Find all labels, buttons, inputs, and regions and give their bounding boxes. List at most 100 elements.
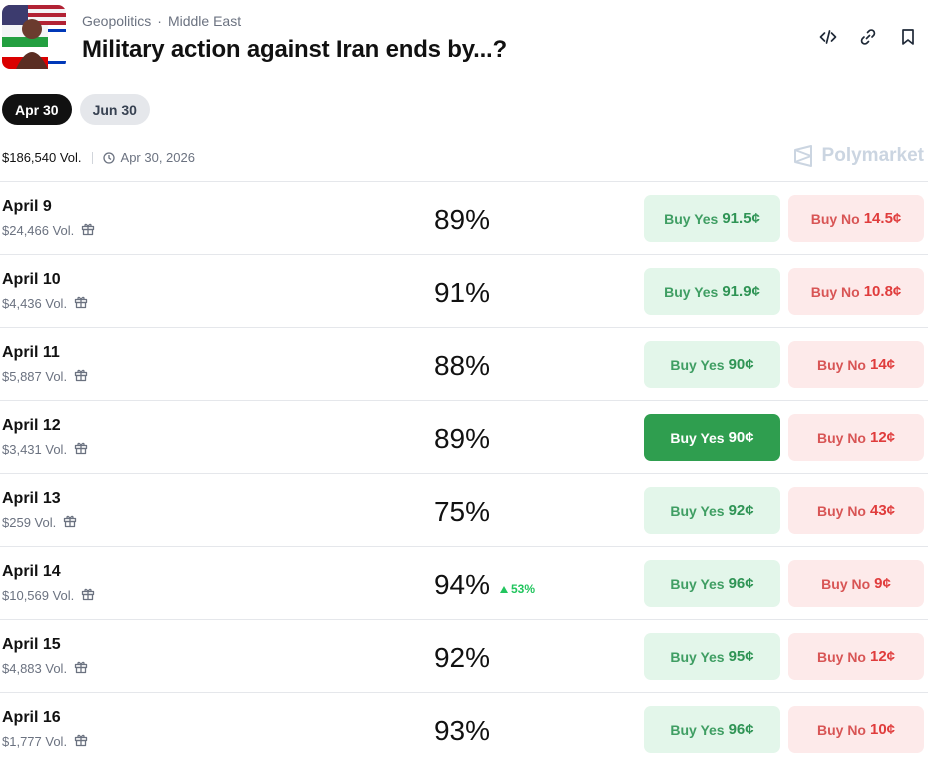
outcome-row[interactable]: April 15 $4,883 Vol. 92% Buy Yes 95¢ Buy No 12…: [0, 619, 928, 692]
buy-yes-price: 90¢: [728, 356, 754, 373]
link-icon[interactable]: [858, 26, 878, 48]
buy-no-button[interactable]: Buy No 10¢: [788, 706, 924, 753]
outcome-volume: $1,777 Vol.: [2, 733, 88, 750]
buy-yes-price: 91.9¢: [722, 283, 760, 300]
gift-icon[interactable]: [81, 222, 95, 239]
buy-yes-button[interactable]: Buy Yes 96¢: [644, 706, 780, 753]
buy-yes-label: Buy Yes: [670, 502, 725, 519]
gift-icon[interactable]: [74, 660, 88, 677]
outcome-volume: $3,431 Vol.: [2, 441, 88, 458]
end-date-text: Apr 30, 2026: [120, 150, 195, 165]
buy-no-button[interactable]: Buy No 14.5¢: [788, 195, 924, 242]
end-date: Apr 30, 2026: [102, 150, 195, 165]
buy-yes-button[interactable]: Buy Yes 95¢: [644, 633, 780, 680]
buy-yes-button[interactable]: Buy Yes 91.9¢: [644, 268, 780, 315]
outcome-volume: $4,883 Vol.: [2, 660, 88, 677]
outcome-label: April 16: [2, 709, 61, 726]
outcome-row[interactable]: April 14 $10,569 Vol. 94% 53% Buy Yes 96¢ Buy …: [0, 546, 928, 619]
buy-no-button[interactable]: Buy No 12¢: [788, 414, 924, 461]
breadcrumb-separator: ·: [157, 13, 162, 29]
buy-yes-label: Buy Yes: [670, 575, 725, 592]
gift-icon[interactable]: [74, 733, 88, 750]
buy-yes-button[interactable]: Buy Yes 90¢: [644, 414, 780, 461]
buy-no-button[interactable]: Buy No 14¢: [788, 341, 924, 388]
gift-icon[interactable]: [81, 587, 95, 604]
outcome-probability: 92%: [433, 642, 491, 673]
outcome-label: April 14: [2, 563, 61, 580]
buy-yes-button[interactable]: Buy Yes 91.5¢: [644, 195, 780, 242]
tab-apr-30[interactable]: Apr 30: [2, 94, 72, 125]
buy-no-label: Buy No: [816, 429, 866, 446]
gift-icon[interactable]: [74, 368, 88, 385]
outcome-row[interactable]: April 11 $5,887 Vol. 88% Buy Yes 90¢ Buy No 14…: [0, 327, 928, 400]
outcome-row[interactable]: April 10 $4,436 Vol. 91% Buy Yes 91.9¢ Buy No…: [0, 254, 928, 327]
date-tabs: Apr 30 Jun 30: [2, 94, 150, 125]
outcome-probability: 93%: [433, 715, 491, 746]
outcome-label: April 12: [2, 417, 61, 434]
probability-change-text: 53%: [511, 582, 536, 596]
outcome-volume: $4,436 Vol.: [2, 295, 88, 312]
buy-yes-price: 96¢: [728, 575, 754, 592]
tab-jun-30[interactable]: Jun 30: [79, 94, 150, 125]
buy-no-label: Buy No: [816, 648, 866, 665]
gift-icon[interactable]: [74, 441, 88, 458]
embed-icon[interactable]: [818, 26, 838, 48]
polymarket-logo: Polymarket: [792, 145, 924, 167]
buy-no-price: 43¢: [869, 502, 896, 519]
buy-yes-label: Buy Yes: [664, 210, 719, 227]
clock-icon: [102, 151, 115, 164]
gift-icon[interactable]: [74, 295, 88, 312]
buy-yes-label: Buy Yes: [670, 356, 725, 373]
outcome-volume-text: $259 Vol.: [2, 515, 57, 530]
market-header: Geopolitics · Middle East Military action …: [0, 0, 928, 80]
buy-no-button[interactable]: Buy No 12¢: [788, 633, 924, 680]
outcome-label: April 10: [2, 271, 61, 288]
buy-no-button[interactable]: Buy No 10.8¢: [788, 268, 924, 315]
outcome-volume-text: $5,887 Vol.: [2, 369, 68, 384]
outcome-row[interactable]: April 9 $24,466 Vol. 89% Buy Yes 91.5¢ Buy No…: [0, 181, 928, 254]
outcome-row[interactable]: April 12 $3,431 Vol. 89% Buy Yes 90¢ Buy No 12…: [0, 400, 928, 473]
buy-no-button[interactable]: Buy No 43¢: [788, 487, 924, 534]
outcome-probability: 89%: [433, 204, 491, 235]
outcome-volume-text: $4,436 Vol.: [2, 296, 68, 311]
gift-icon[interactable]: [63, 514, 77, 531]
arrow-up-icon: [500, 582, 508, 596]
outcome-volume: $5,887 Vol.: [2, 368, 88, 385]
breadcrumb-subcategory[interactable]: Middle East: [167, 13, 242, 29]
outcome-row[interactable]: April 13 $259 Vol. 75% Buy Yes 92¢ Buy No 43¢: [0, 473, 928, 546]
breadcrumb-category[interactable]: Geopolitics: [82, 13, 152, 29]
buy-yes-price: 90¢: [728, 429, 754, 446]
outcome-volume: $259 Vol.: [2, 514, 77, 531]
outcome-probability: 91%: [433, 277, 491, 308]
buy-no-price: 12¢: [869, 648, 896, 665]
outcome-row[interactable]: April 16 $1,777 Vol. 93% Buy Yes 96¢ Buy No 10…: [0, 692, 928, 758]
page-title: Military action against Iran ends by...?: [82, 36, 507, 63]
polymarket-logo-text: Polymarket: [821, 145, 924, 166]
outcome-label: April 9: [2, 198, 52, 215]
buy-no-label: Buy No: [810, 283, 860, 300]
buy-yes-price: 91.5¢: [722, 210, 760, 227]
outcome-list: April 9 $24,466 Vol. 89% Buy Yes 91.5¢ Buy No…: [0, 181, 928, 758]
buy-yes-label: Buy Yes: [670, 721, 725, 738]
buy-no-price: 9¢: [874, 575, 891, 592]
buy-yes-button[interactable]: Buy Yes 90¢: [644, 341, 780, 388]
outcome-probability: 94%: [433, 569, 491, 600]
probability-change: 53%: [500, 582, 535, 596]
buy-no-label: Buy No: [816, 356, 866, 373]
total-volume: $186,540 Vol.: [2, 150, 82, 165]
buy-no-label: Buy No: [810, 210, 860, 227]
buy-yes-button[interactable]: Buy Yes 92¢: [644, 487, 780, 534]
buy-no-label: Buy No: [816, 502, 866, 519]
buy-yes-price: 95¢: [728, 648, 754, 665]
buy-no-price: 14¢: [869, 356, 896, 373]
buy-no-button[interactable]: Buy No 9¢: [788, 560, 924, 607]
buy-yes-price: 96¢: [728, 721, 754, 738]
meta-divider: [91, 151, 93, 164]
buy-yes-button[interactable]: Buy Yes 96¢: [644, 560, 780, 607]
bookmark-icon[interactable]: [898, 26, 918, 48]
outcome-probability: 88%: [433, 350, 491, 381]
buy-no-price: 10¢: [869, 721, 896, 738]
outcome-volume-text: $10,569 Vol.: [2, 588, 75, 603]
buy-yes-price: 92¢: [728, 502, 754, 519]
outcome-volume-text: $1,777 Vol.: [2, 734, 68, 749]
